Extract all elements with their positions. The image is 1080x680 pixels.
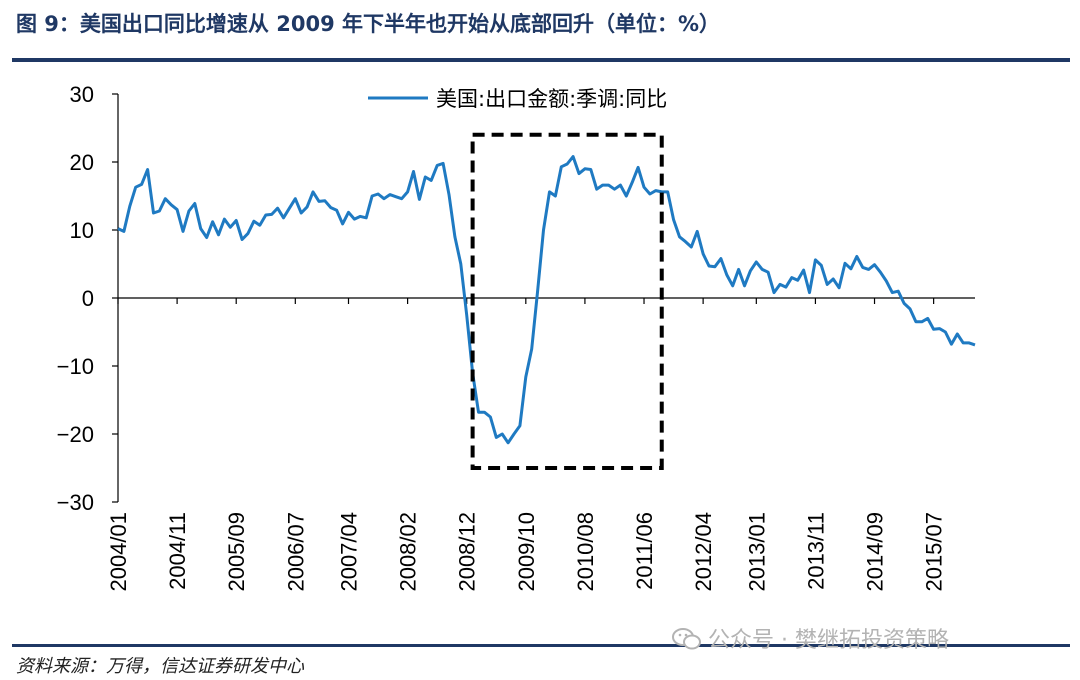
x-tick-label: 2009/10 xyxy=(514,512,539,592)
x-tick-label: 2011/06 xyxy=(632,512,657,590)
x-tick-label: 2004/01 xyxy=(106,512,131,592)
x-tick-label: 2004/11 xyxy=(165,512,190,590)
watermark: 公众号 · 樊继拓投资策略 xyxy=(672,622,949,654)
y-tick-label: −30 xyxy=(57,490,94,515)
footer-rule xyxy=(12,644,1070,647)
series-line xyxy=(117,155,976,445)
x-tick-label: 2008/02 xyxy=(396,512,421,592)
x-tick-label: 2005/09 xyxy=(224,512,249,592)
y-tick-labels: 30 20 10 0 −10 −20 −30 xyxy=(57,82,94,515)
x-tick-label: 2007/04 xyxy=(337,512,362,592)
source-note: 资料来源：万得，信达证券研发中心 xyxy=(16,656,304,677)
x-tick-label: 2013/01 xyxy=(744,512,769,592)
y-tick-label: 10 xyxy=(70,218,94,243)
x-tick-label: 2013/11 xyxy=(803,512,828,590)
series-layer xyxy=(117,155,976,445)
highlight-layer xyxy=(470,132,664,471)
y-tick-label: 0 xyxy=(82,286,94,311)
watermark-text: 公众号 · 樊继拓投资策略 xyxy=(708,628,949,653)
x-tick-label: 2008/12 xyxy=(455,512,480,592)
title-rule xyxy=(12,58,1070,62)
legend-label: 美国:出口金额:季调:同比 xyxy=(436,87,667,111)
y-tick-label: 20 xyxy=(70,150,94,175)
x-tick-label: 2015/07 xyxy=(922,512,947,592)
chart-legend: 美国:出口金额:季调:同比 xyxy=(368,87,667,111)
chart-axes xyxy=(112,93,975,503)
y-tick-label: −20 xyxy=(57,422,94,447)
wechat-icon xyxy=(672,628,701,650)
figure-title: 图 9：美国出口同比增速从 2009 年下半年也开始从底部回升（单位：%） xyxy=(16,12,721,36)
y-tick-label: 30 xyxy=(70,82,94,107)
x-tick-labels: 2004/01 2004/11 2005/09 2006/07 2007/04 2008/… xyxy=(106,512,947,592)
x-tick-label: 2014/09 xyxy=(863,512,888,592)
highlight-box xyxy=(470,132,664,471)
x-tick-label: 2010/08 xyxy=(573,512,598,592)
y-tick-label: −10 xyxy=(57,354,94,379)
x-tick-label: 2012/04 xyxy=(691,512,716,592)
x-tick-label: 2006/07 xyxy=(283,512,308,592)
